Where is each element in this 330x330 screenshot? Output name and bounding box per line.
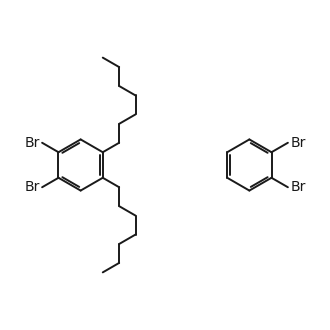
Text: Br: Br: [290, 180, 306, 194]
Text: Br: Br: [24, 180, 40, 194]
Text: Br: Br: [24, 136, 40, 150]
Text: Br: Br: [290, 136, 306, 150]
